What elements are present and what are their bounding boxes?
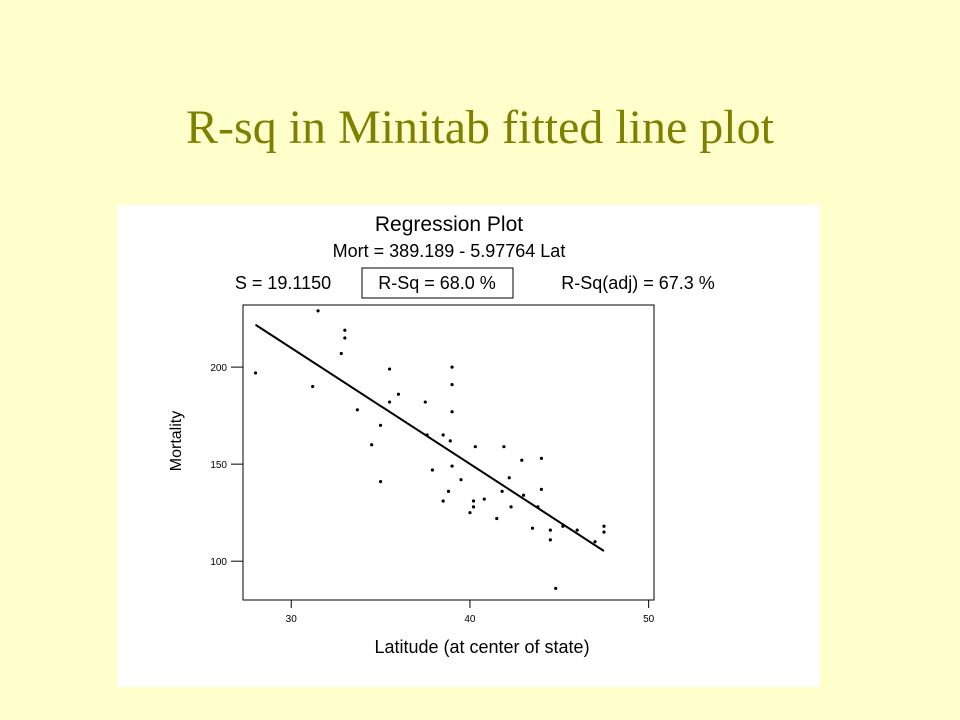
data-point [450,382,454,387]
data-point [387,367,392,371]
x-tick-label: 40 [464,614,476,625]
data-point [471,499,476,503]
stat-rsq: R-Sq = 68.0 % [378,273,496,293]
data-point [502,445,506,449]
x-axis-ticks: 30 40 50 [286,600,655,625]
data-point [473,445,477,449]
data-point [450,365,454,369]
data-point [536,505,540,509]
y-tick-label: 200 [210,363,227,374]
data-point [520,458,524,462]
data-point [448,439,452,443]
data-point [539,487,544,491]
data-point [468,511,472,515]
x-tick-label: 50 [643,614,655,625]
data-points [253,309,606,590]
data-point [450,464,454,468]
data-point [521,493,526,497]
data-point [530,526,535,530]
chart-title: Regression Plot [375,213,523,236]
data-point [343,336,347,340]
data-point [370,443,374,447]
data-point [311,384,315,389]
data-point [450,410,454,414]
data-point [441,433,445,437]
data-point [507,476,511,480]
data-point [554,586,558,590]
data-point [425,433,429,437]
data-point [500,489,504,493]
data-point [471,505,476,509]
data-point [602,524,606,528]
data-point [539,456,544,460]
y-tick-label: 100 [210,557,227,568]
data-point [378,423,383,427]
data-point [548,528,552,532]
data-point [602,530,606,534]
plot-frame [242,304,655,601]
data-point [561,524,565,528]
data-point [446,489,451,493]
fitted-regression-line [254,323,605,552]
rsq-highlight-box [361,267,514,299]
data-point [593,540,597,544]
data-point [355,408,359,412]
data-point [441,499,445,503]
data-point [343,328,347,332]
chart-subtitle: Mort = 389.189 - 5.97764 Lat [333,241,566,261]
stat-s: S = 19.1150 [235,273,331,293]
regression-plot-panel: Regression Plot Mort = 389.189 - 5.97764… [117,205,820,687]
data-point [548,538,552,542]
x-axis-label: Latitude (at center of state) [374,637,589,657]
slide-title: R-sq in Minitab fitted line plot [186,101,774,154]
data-point [378,480,383,484]
data-point [396,392,401,396]
data-point [339,351,343,356]
data-point [509,505,513,509]
y-tick-label: 150 [210,460,227,471]
data-point [459,478,463,482]
stat-rsq-adj: R-Sq(adj) = 67.3 % [561,273,715,293]
data-point [430,468,435,472]
data-point [575,528,579,532]
fitted-line-group [254,323,605,552]
data-point [253,371,258,375]
regression-chart: Regression Plot Mort = 389.189 - 5.97764… [168,213,715,657]
x-tick-label: 30 [286,614,298,625]
data-point [482,497,486,501]
data-point [495,516,499,521]
data-point [387,400,392,404]
y-axis-ticks: 100 150 200 [210,363,243,568]
y-axis-label: Mortality [168,411,185,471]
data-point [423,400,427,404]
data-point [316,309,320,313]
